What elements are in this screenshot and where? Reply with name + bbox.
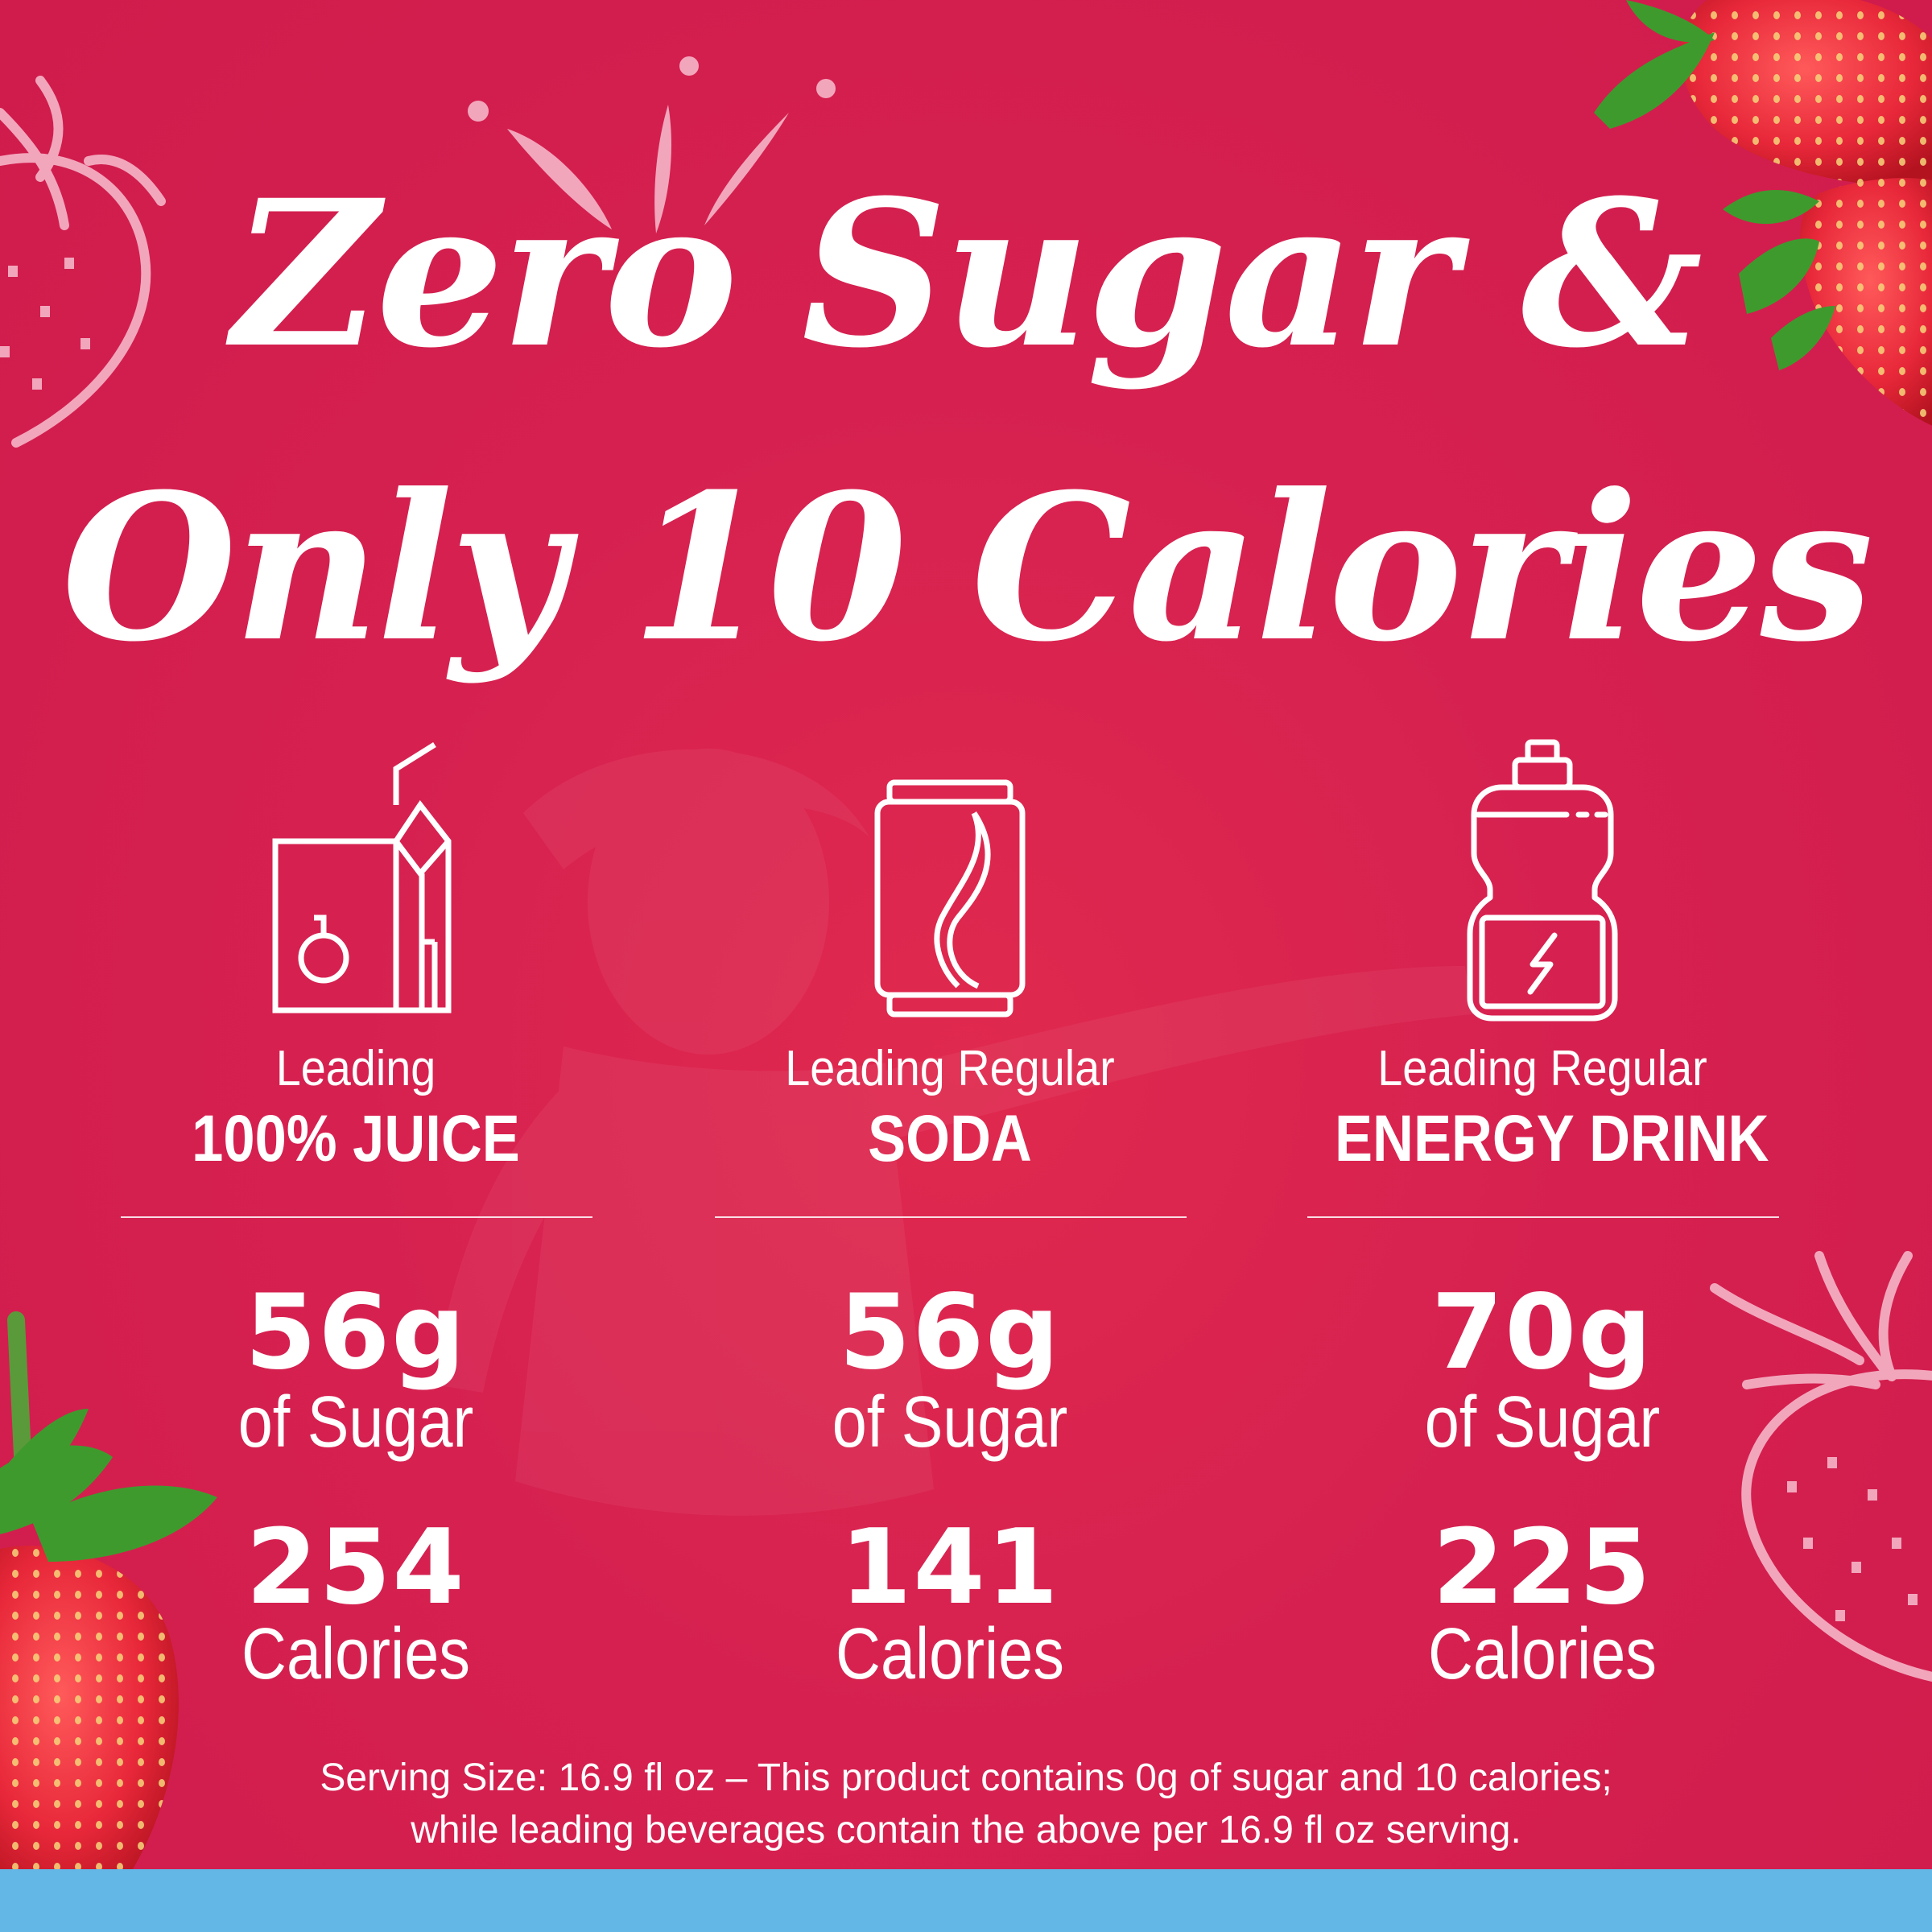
- sugar-value: 56g: [839, 1273, 1061, 1393]
- comparison-column-juice: Leading 100% JUICE 56g of Sugar 254 Calo…: [114, 0, 597, 1852]
- sugar-value: 70g: [1431, 1273, 1653, 1393]
- bottom-color-bar: [0, 1869, 1932, 1932]
- calorie-value: 225: [1432, 1508, 1653, 1628]
- sugar-value: 56g: [245, 1273, 467, 1393]
- strawberry-outline-icon: [0, 76, 166, 448]
- divider: [121, 1216, 592, 1218]
- serving-size-footnote-line-1: Serving Size: 16.9 fl oz – This product …: [320, 1757, 1612, 1799]
- comparison-column-soda: Leading Regular SODA 56g of Sugar 141 Ca…: [708, 0, 1191, 1852]
- calorie-value: 254: [246, 1508, 466, 1628]
- headline-line-1: Zero Sugar &: [232, 155, 1703, 392]
- calorie-unit: Calories: [1428, 1614, 1657, 1695]
- divider: [1307, 1216, 1779, 1218]
- strawberry-photo-bottom-left: [0, 1311, 217, 1876]
- product-label-bottom: ENERGY DRINK: [1335, 1102, 1769, 1175]
- strawberry-photo-top-right: [1594, 0, 1932, 426]
- comparison-column-energy-drink: Leading Regular ENERGY DRINK 70g of Suga…: [1301, 0, 1784, 1852]
- product-label-top: Leading Regular: [785, 1041, 1115, 1096]
- sugar-unit: of Sugar: [237, 1382, 474, 1463]
- product-label-top: Leading Regular: [1377, 1041, 1707, 1096]
- juice-box-icon: [272, 742, 452, 1013]
- sugar-unit: of Sugar: [832, 1382, 1068, 1463]
- strawberry-outline-icon: [1710, 1251, 1932, 1682]
- soda-can-icon: [874, 779, 1026, 1018]
- product-label-top: Leading: [275, 1041, 436, 1096]
- headline-line-2: Only 10 Calories: [61, 449, 1874, 686]
- product-label-bottom: 100% JUICE: [192, 1102, 520, 1175]
- divider: [715, 1216, 1187, 1218]
- calorie-value: 141: [840, 1508, 1060, 1628]
- product-label-bottom: SODA: [868, 1102, 1032, 1175]
- energy-drink-bottle-icon: [1467, 739, 1618, 1022]
- calorie-unit: Calories: [242, 1614, 470, 1695]
- splash-accent-icon: [468, 56, 836, 233]
- serving-size-footnote-line-2: while leading beverages contain the abov…: [411, 1809, 1521, 1852]
- sugar-unit: of Sugar: [1424, 1382, 1661, 1463]
- calorie-unit: Calories: [836, 1614, 1064, 1695]
